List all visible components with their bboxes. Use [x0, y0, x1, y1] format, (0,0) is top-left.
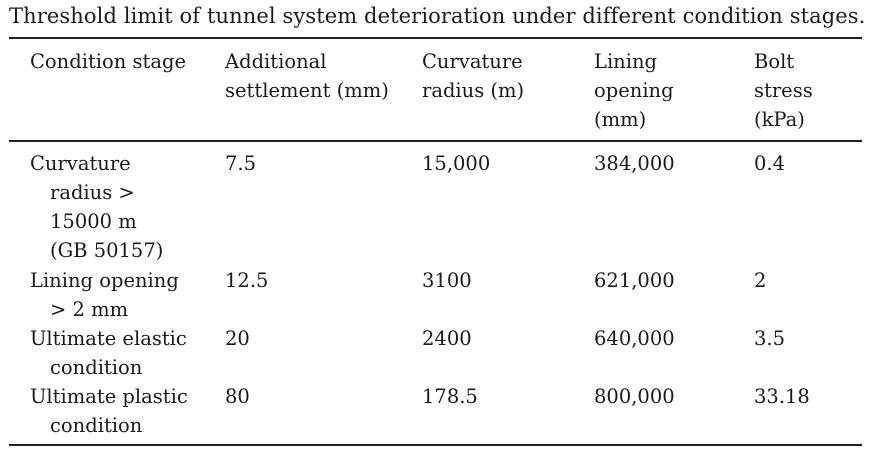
top-rule [9, 37, 862, 39]
header-additional-settlement: Additional settlement (mm) [225, 47, 389, 105]
header-line: Condition stage [30, 50, 186, 73]
row-3-opening: 640,000 [594, 327, 675, 350]
row-3-stress: 3.5 [754, 327, 786, 350]
header-line: stress [754, 79, 813, 102]
stage-line: (GB 50157) [50, 239, 164, 262]
row-2-stress: 2 [754, 269, 767, 292]
row-2-settlement: 12.5 [225, 269, 269, 292]
header-line: (mm) [594, 108, 647, 131]
stage-line: radius > [50, 181, 135, 204]
row-3-radius: 2400 [422, 327, 472, 350]
header-line: opening [594, 79, 674, 102]
header-curvature-radius: Curvature radius (m) [422, 47, 524, 105]
stage-line: 15000 m [50, 210, 137, 233]
stage-line: Ultimate elastic [30, 327, 187, 350]
row-4-stage: Ultimate plastic condition [30, 382, 188, 440]
header-line: Bolt [754, 50, 795, 73]
stage-line: Lining opening [30, 269, 179, 292]
row-3-settlement: 20 [225, 327, 250, 350]
row-1-radius: 15,000 [422, 152, 491, 175]
row-1-settlement: 7.5 [225, 152, 257, 175]
row-1-stage: Curvature radius > 15000 m (GB 50157) [30, 149, 163, 265]
row-2-radius: 3100 [422, 269, 472, 292]
header-lining-opening: Lining opening (mm) [594, 47, 674, 134]
row-2-stage: Lining opening > 2 mm [30, 266, 179, 324]
stage-line: condition [50, 356, 143, 379]
row-1-opening: 384,000 [594, 152, 675, 175]
row-4-opening: 800,000 [594, 385, 675, 408]
stage-line: > 2 mm [50, 298, 129, 321]
header-bolt-stress: Bolt stress (kPa) [754, 47, 813, 134]
row-4-radius: 178.5 [422, 385, 478, 408]
bottom-rule [9, 444, 862, 446]
stage-line: Ultimate plastic [30, 385, 188, 408]
stage-line: Curvature [30, 152, 131, 175]
row-4-settlement: 80 [225, 385, 250, 408]
header-line: Curvature [422, 50, 523, 73]
row-2-opening: 621,000 [594, 269, 675, 292]
header-line: Lining [594, 50, 658, 73]
header-condition-stage: Condition stage [30, 47, 186, 76]
row-4-stress: 33.18 [754, 385, 810, 408]
header-line: (kPa) [754, 108, 805, 131]
stage-line: condition [50, 414, 143, 437]
header-line: radius (m) [422, 79, 525, 102]
row-1-stress: 0.4 [754, 152, 786, 175]
table-caption: Threshold limit of tunnel system deterio… [9, 4, 866, 28]
header-line: settlement (mm) [225, 79, 389, 102]
header-line: Additional [225, 50, 327, 73]
row-3-stage: Ultimate elastic condition [30, 324, 187, 382]
header-rule [9, 140, 862, 142]
